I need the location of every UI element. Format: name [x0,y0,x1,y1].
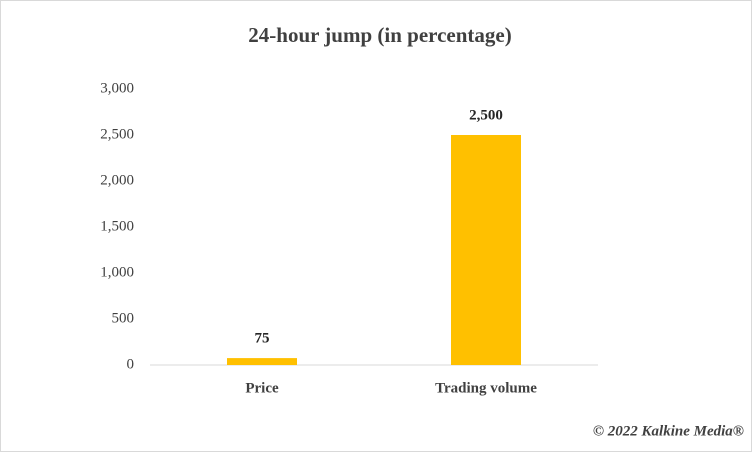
x-tick-label: Price [245,380,279,396]
bar [451,135,521,365]
y-tick-label: 2,500 [100,126,134,142]
y-tick-label: 1,500 [100,218,134,234]
watermark: © 2022 Kalkine Media® [593,423,744,439]
value-label: 75 [255,331,270,347]
y-tick-label: 500 [112,310,135,326]
value-label: 2,500 [469,107,503,123]
y-tick-label: 1,000 [100,264,134,280]
x-tick-label: Trading volume [435,380,537,396]
y-tick-label: 0 [127,356,135,372]
y-tick-label: 3,000 [100,80,134,96]
chart-title: 24-hour jump (in percentage) [248,23,511,47]
y-tick-label: 2,000 [100,172,134,188]
bar [227,358,297,365]
